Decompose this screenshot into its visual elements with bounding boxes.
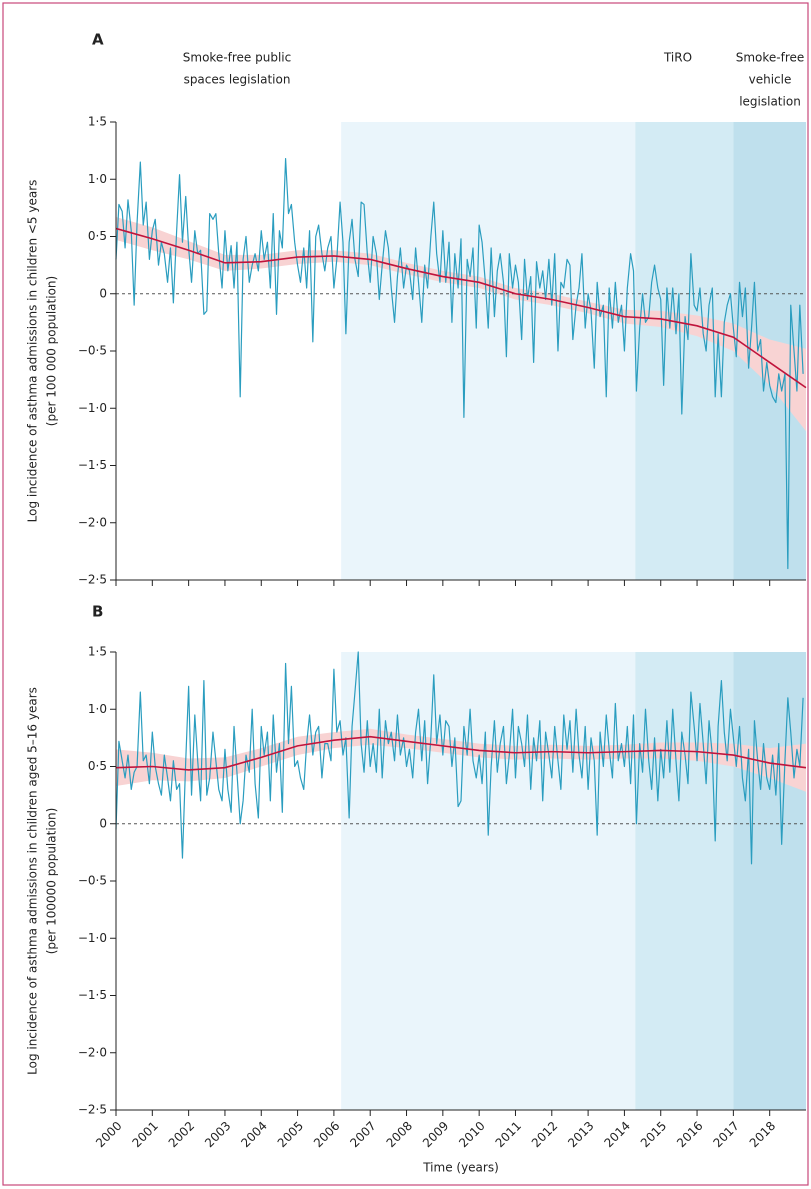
y-tick-label: −2·5: [78, 573, 107, 587]
data-line: [115, 158, 804, 570]
x-tick-label: 2012: [529, 1119, 560, 1150]
x-tick-label: 2013: [565, 1119, 596, 1150]
x-tick-label: 2016: [674, 1119, 705, 1150]
y-tick-label: −2·0: [78, 1045, 107, 1059]
y-tick-label: 1·0: [88, 702, 107, 716]
x-tick-label: 2004: [238, 1119, 269, 1150]
annotation: TiRO: [663, 51, 692, 65]
x-tick-label: 2014: [602, 1119, 633, 1150]
x-tick-label: 2017: [710, 1119, 741, 1150]
trend-line: [115, 735, 807, 771]
x-tick-label: 2015: [638, 1119, 669, 1150]
x-tick-label: 2007: [347, 1119, 378, 1150]
y-tick-label: 0·5: [88, 759, 107, 773]
x-axis-label: Time (years): [422, 1161, 499, 1175]
y-tick-label: 1·5: [88, 645, 107, 659]
confidence-band: [116, 728, 806, 792]
y-tick-label: 1·0: [88, 172, 107, 186]
y-axis-label: Log incidence of asthma admissions in ch…: [26, 180, 40, 523]
panel-title: B: [92, 603, 103, 621]
y-tick-label: −1·5: [78, 458, 107, 472]
y-tick-label: 0·5: [88, 229, 107, 243]
y-tick-label: −2·0: [78, 515, 107, 529]
data-line: [115, 651, 804, 865]
x-tick-label: 2010: [456, 1119, 487, 1150]
panel-title: A: [92, 31, 104, 49]
intervention-region: [733, 652, 806, 1110]
y-axis-label: (per 100 000 population): [45, 276, 59, 426]
x-tick-label: 2009: [420, 1119, 451, 1150]
y-tick-label: −0·5: [78, 874, 107, 888]
x-tick-label: 2018: [747, 1119, 778, 1150]
intervention-region: [635, 652, 734, 1110]
annotation: Smoke-free: [736, 51, 805, 65]
x-tick-label: 2003: [202, 1119, 233, 1150]
x-tick-label: 2001: [129, 1119, 160, 1150]
x-tick-label: 2006: [311, 1119, 342, 1150]
x-tick-label: 2005: [275, 1119, 306, 1150]
y-tick-label: −1·5: [78, 988, 107, 1002]
y-axis-label: (per 100000 population): [45, 808, 59, 955]
confidence-band: [116, 217, 806, 432]
y-tick-label: −0·5: [78, 344, 107, 358]
y-axis-label: Log incidence of asthma admissions in ch…: [26, 687, 40, 1075]
y-tick-label: −1·0: [78, 401, 107, 415]
intervention-region: [341, 122, 636, 580]
y-tick-label: −1·0: [78, 931, 107, 945]
x-tick-label: 2008: [384, 1119, 415, 1150]
y-tick-label: 0: [99, 286, 107, 300]
y-tick-label: −2·5: [78, 1103, 107, 1117]
x-tick-label: 2002: [166, 1119, 197, 1150]
y-tick-label: 0: [99, 816, 107, 830]
annotation: vehicle: [749, 73, 792, 87]
annotation: Smoke-free public: [183, 51, 291, 65]
x-tick-label: 2011: [493, 1119, 524, 1150]
x-tick-label: 2000: [93, 1119, 124, 1150]
y-tick-label: 1·5: [88, 115, 107, 129]
annotation: legislation: [739, 95, 801, 109]
intervention-region: [341, 652, 636, 1110]
trend-line: [115, 227, 807, 389]
panel: 1·5 1·0 0·5 0 −0·5 −1·0 −1·5 −2·0 −2·5 A Log incid…: [26, 31, 807, 587]
annotation: spaces legislation: [184, 73, 291, 87]
